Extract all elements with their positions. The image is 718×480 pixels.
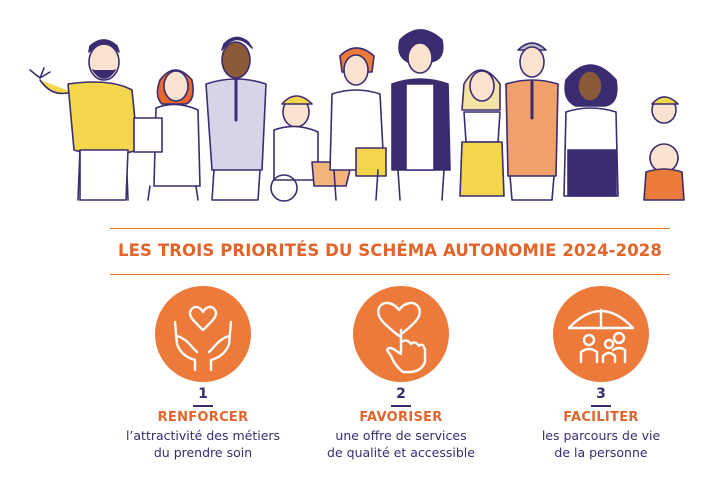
priority-3-underline [591,405,611,407]
priority-2-number: 2 [396,386,406,402]
priority-1: 1 RENFORCER l’attractivité des métiers d… [88,286,318,476]
page-title: LES TROIS PRIORITÉS DU SCHÉMA AUTONOMIE … [118,241,662,260]
title-band: LES TROIS PRIORITÉS DU SCHÉMA AUTONOMIE … [110,228,670,276]
priority-3-verb: FACILITER [563,410,639,425]
priority-2-underline [391,405,411,407]
person-blonde-woman [459,69,505,197]
person-woman-notebook [133,69,201,201]
family-umbrella-icon [567,308,635,364]
person-woman-headscarf [329,47,387,201]
priority-1-number: 1 [198,386,208,402]
priority-1-underline [193,405,213,407]
heart-pointing-hand-icon [377,301,427,374]
title-top-rule [110,228,670,229]
priority-1-verb: RENFORCER [157,410,249,425]
priority-1-badge [155,286,251,382]
priority-3-line2: de la personne [554,445,648,460]
priority-3-line1: les parcours de vie [541,428,661,443]
priority-2: 2 FAVORISER une offre de services de qua… [286,286,516,476]
person-man-orange-suit [505,42,559,201]
priority-2-badge [353,286,449,382]
person-man-suit [205,36,267,201]
person-children [643,96,685,201]
priority-2-line2: de qualité et accessible [327,445,475,460]
priority-2-verb: FAVORISER [359,410,443,425]
person-waving-man [29,39,139,201]
heart-in-hands-icon [173,305,233,372]
title-bottom-rule [110,274,670,275]
priority-1-line1: l’attractivité des métiers [125,428,281,443]
priority-2-line1: une offre de services [335,428,467,443]
priority-1-line2: du prendre soin [153,445,253,460]
person-wheelchair-laptop [270,95,353,202]
priority-3-number: 3 [596,386,606,402]
person-curly-man-phone [391,29,451,201]
people-illustration [29,29,685,202]
priority-3: 3 FACILITER les parcours de vie de la pe… [486,286,716,476]
priority-3-badge [553,286,649,382]
priorities-row: 1 RENFORCER l’attractivité des métiers d… [0,286,718,476]
person-woman-curly-hair [563,64,619,197]
